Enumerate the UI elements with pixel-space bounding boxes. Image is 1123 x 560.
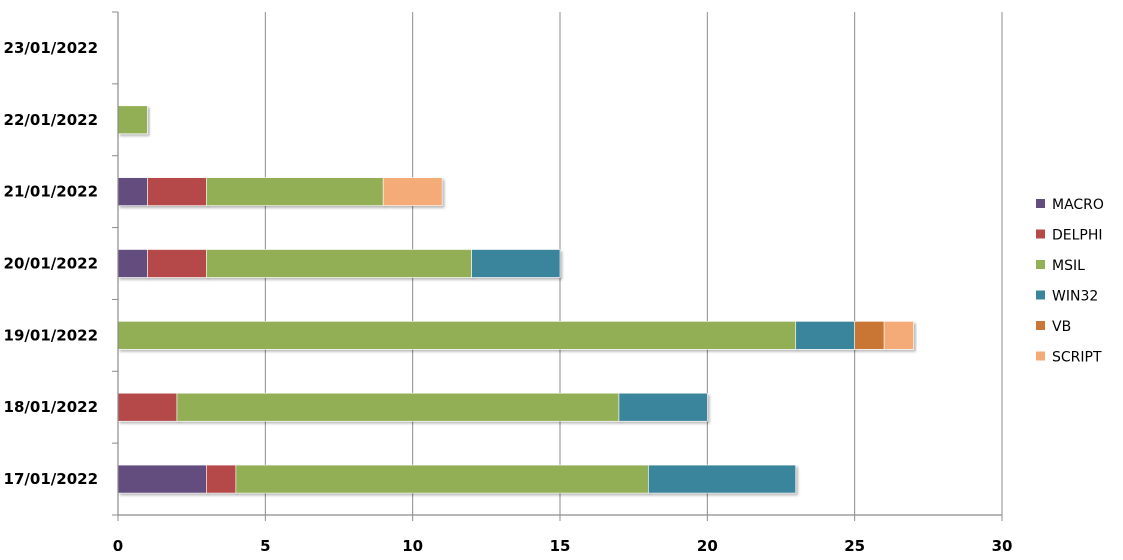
legend-swatch — [1036, 290, 1045, 300]
category-label: 22/01/2022 — [4, 111, 98, 129]
legend-label: SCRIPT — [1052, 350, 1102, 366]
bar-segment — [854, 321, 885, 350]
bar-segment — [648, 464, 797, 494]
bar-segment — [795, 321, 855, 350]
bar-segment — [618, 392, 708, 422]
bar-segment — [117, 177, 148, 206]
bar-segment — [206, 249, 472, 278]
bar-segment — [883, 321, 914, 350]
bar-segment — [147, 177, 207, 206]
legend-swatch — [1036, 229, 1045, 239]
axis-labels: 17/01/2022 18/01/2022 19/01/2022 20/01/2022… — [4, 39, 1013, 555]
bar-segment — [176, 392, 620, 422]
bar-segment — [117, 105, 148, 135]
legend-swatch — [1036, 351, 1045, 361]
legend-label: DELPHI — [1052, 228, 1103, 244]
x-tick-label: 15 — [550, 537, 571, 555]
x-tick-label: 10 — [402, 537, 423, 555]
category-label: 21/01/2022 — [4, 183, 98, 201]
category-label: 19/01/2022 — [4, 326, 98, 344]
bar-segment — [471, 249, 561, 278]
x-tick-label: 0 — [113, 537, 123, 555]
category-label: 18/01/2022 — [4, 398, 98, 416]
bar-segment — [206, 464, 237, 494]
bars — [117, 105, 914, 494]
legend-swatch — [1036, 260, 1045, 269]
category-label: 23/01/2022 — [4, 39, 98, 57]
bar-segment — [117, 321, 797, 350]
bar-segment — [117, 249, 148, 278]
axes — [112, 11, 1003, 521]
legend-swatch — [1036, 199, 1045, 208]
legend-label: WIN32 — [1052, 289, 1098, 305]
legend: MACRO DELPHI MSIL WIN32 VB SCRIPT — [1036, 197, 1104, 366]
x-tick-label: 20 — [697, 537, 718, 555]
x-tick-label: 25 — [844, 537, 865, 555]
bar-segment — [235, 464, 649, 494]
category-label: 17/01/2022 — [4, 470, 98, 488]
category-label: 20/01/2022 — [4, 255, 98, 273]
x-tick-label: 30 — [992, 537, 1013, 555]
legend-label: VB — [1052, 319, 1071, 335]
legend-swatch — [1036, 321, 1045, 330]
bar-segment — [147, 249, 207, 278]
legend-label: MSIL — [1052, 258, 1085, 274]
bar-segment — [117, 464, 207, 494]
bar-segment — [117, 392, 178, 422]
x-tick-label: 5 — [260, 537, 270, 555]
legend-label: MACRO — [1052, 197, 1104, 213]
bar-segment — [382, 177, 443, 206]
bar-segment — [206, 177, 384, 206]
